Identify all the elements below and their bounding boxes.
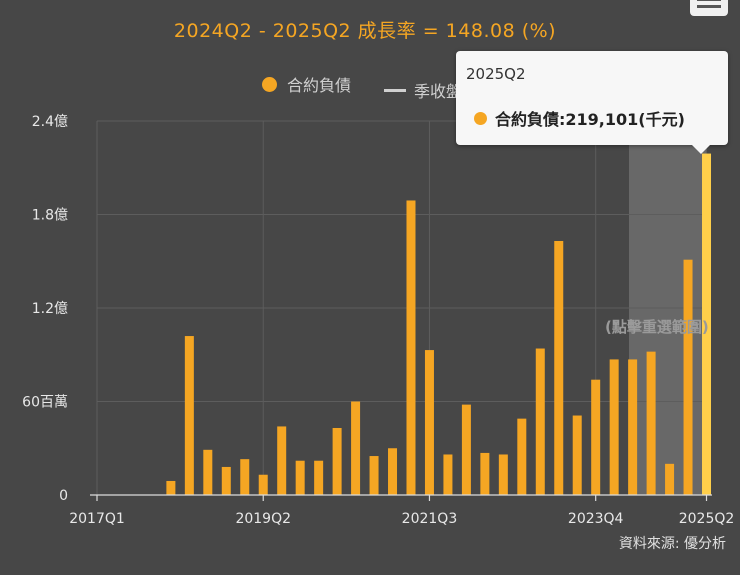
legend-marker-circle	[261, 76, 277, 92]
bar-2022Q1[interactable]	[461, 404, 471, 495]
bar-2024Q3[interactable]	[646, 351, 656, 495]
tooltip-row: 合約負債: 219,101(千元)	[474, 106, 685, 130]
bar-2020Q2[interactable]	[332, 427, 342, 495]
bar-2018Q3[interactable]	[203, 449, 213, 495]
bar-2018Q2[interactable]	[184, 336, 194, 495]
bar-2022Q4[interactable]	[517, 418, 527, 495]
x-tick-label: 2025Q2	[679, 511, 735, 527]
bar-2025Q1[interactable]	[683, 259, 693, 495]
tooltip-marker-circle	[474, 111, 487, 125]
bar-2018Q4[interactable]	[221, 466, 231, 495]
y-tick-label: 60百萬	[22, 395, 68, 411]
bar-2018Q1[interactable]	[166, 480, 176, 495]
tooltip-series-label: 合約負債:	[495, 110, 566, 129]
bar-2023Q3[interactable]	[572, 415, 582, 495]
bar-2020Q4[interactable]	[369, 456, 379, 495]
bar-2020Q3[interactable]	[351, 401, 361, 496]
legend-label: 合約負債	[286, 76, 351, 95]
bar-2019Q3[interactable]	[277, 426, 287, 495]
bar-2019Q2[interactable]	[258, 474, 268, 495]
chart-menu-button[interactable]	[690, 0, 728, 16]
tooltip-header: 2025Q2	[466, 65, 526, 83]
chart-title: 2024Q2 - 2025Q2 成長率 = 148.08 (%)	[173, 20, 557, 42]
data-source-label: 資料來源: 優分析	[618, 536, 726, 552]
bar-2021Q2[interactable]	[406, 200, 416, 495]
x-tick-label: 2019Q2	[235, 511, 291, 527]
bar-2021Q4[interactable]	[443, 454, 453, 495]
bar-2019Q4[interactable]	[295, 460, 305, 495]
bar-2024Q2[interactable]	[628, 359, 638, 495]
bar-2019Q1[interactable]	[240, 459, 250, 495]
bar-2024Q4[interactable]	[665, 463, 675, 495]
x-tick-label: 2017Q1	[69, 511, 125, 527]
y-tick-label: 1.8億	[32, 208, 68, 224]
bar-2022Q2[interactable]	[480, 452, 490, 495]
y-tick-label: 1.2億	[32, 301, 68, 317]
y-tick-label: 2.4億	[32, 114, 68, 130]
menu-bar-icon	[697, 0, 721, 1]
legend-marker-line	[384, 88, 407, 92]
legend-item-contract-liabilities[interactable]: 合約負債	[261, 72, 351, 96]
bar-2022Q3[interactable]	[498, 454, 508, 495]
bar-2021Q1[interactable]	[388, 448, 398, 495]
tooltip-value: 219,101(千元)	[565, 110, 685, 129]
x-tick-label: 2021Q3	[402, 511, 458, 527]
x-tick-label: 2023Q4	[568, 511, 624, 527]
bar-2020Q1[interactable]	[314, 460, 324, 495]
bar-2023Q1[interactable]	[535, 348, 545, 495]
bar-2023Q4[interactable]	[591, 379, 601, 495]
bar-2023Q2[interactable]	[554, 240, 564, 495]
bar-2024Q1[interactable]	[609, 359, 619, 495]
tooltip: 2025Q2 合約負債: 219,101(千元)	[456, 51, 728, 154]
y-tick-label: 0	[59, 488, 68, 504]
bar-2021Q3[interactable]	[424, 350, 434, 495]
bar-2025Q2[interactable]	[702, 153, 712, 495]
menu-bar-icon	[697, 5, 721, 8]
reselect-range-label[interactable]: (點擊重選範圍)	[605, 318, 709, 336]
